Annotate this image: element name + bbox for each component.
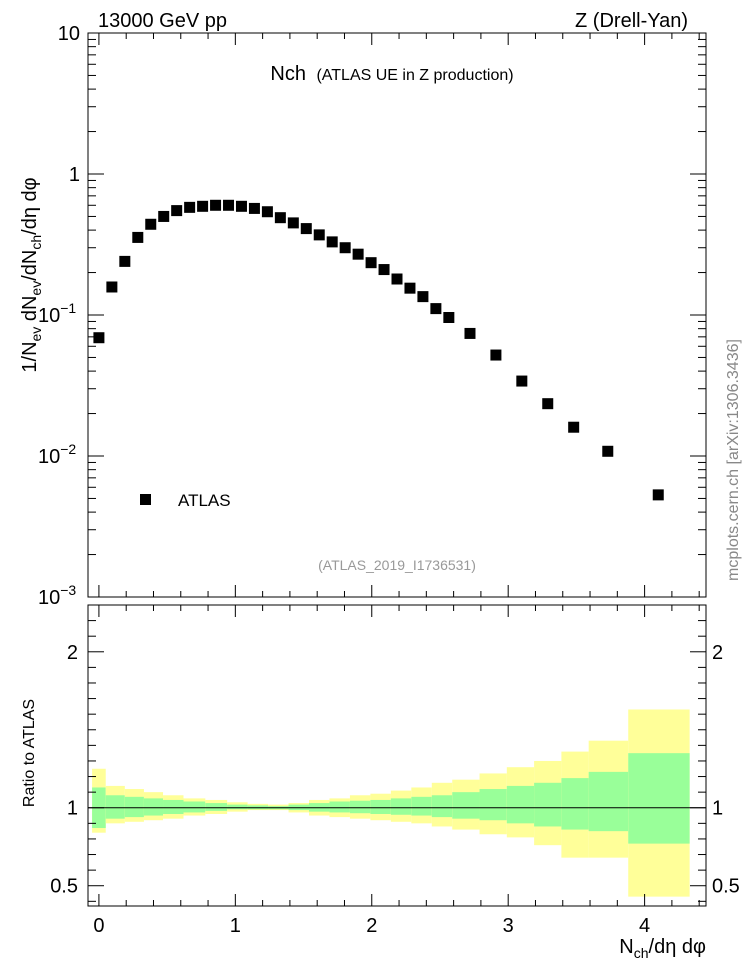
- axes: 0 1 2 3 4 10 1 10−1 10−2 10−3 2 2 1 1 0.5 0.5: [38, 23, 740, 937]
- data-point: [313, 229, 325, 241]
- ratio-band-inner: [124, 796, 144, 818]
- ratio-band-inner: [452, 792, 480, 819]
- data-point: [443, 311, 455, 323]
- data-point: [235, 200, 247, 212]
- x-tick-label: 0: [93, 915, 104, 937]
- tick-exponent: −2: [60, 441, 76, 457]
- ratio-band-inner: [506, 785, 535, 824]
- header-right-label: Z (Drell-Yan): [575, 10, 688, 32]
- data-point: [464, 327, 476, 339]
- ratio-band-inner: [390, 798, 412, 815]
- data-point: [132, 231, 144, 243]
- main-y-tick-label: 10−1: [38, 300, 76, 327]
- ratio-y-tick-label-left: 0.5: [50, 876, 78, 898]
- ratio-band-inner: [411, 796, 432, 816]
- plot-title: Nch (ATLAS UE in Z production): [270, 63, 513, 85]
- data-point: [210, 199, 222, 211]
- data-point: [602, 445, 614, 457]
- ratio-xlabel: Nch/dη dφ: [619, 936, 706, 961]
- ratio-y-tick-label-right: 1: [712, 798, 723, 820]
- x-tick-label: 4: [639, 915, 650, 937]
- data-point: [248, 202, 260, 214]
- data-point: [417, 291, 429, 303]
- ratio-y-tick-label-left: 1: [67, 798, 78, 820]
- data-point: [652, 489, 664, 501]
- main-y-tick-label: 10−2: [38, 441, 76, 468]
- data-point: [300, 223, 312, 235]
- ratio-band-inner: [205, 803, 228, 811]
- data-point: [490, 349, 502, 361]
- data-point: [274, 212, 286, 224]
- data-point: [261, 206, 273, 218]
- data-point: [339, 242, 351, 254]
- data-point: [145, 218, 157, 230]
- plot-title-sub: (ATLAS UE in Z production): [316, 67, 513, 84]
- x-tick-label: 2: [366, 915, 377, 937]
- data-point: [391, 273, 403, 285]
- data-point: [119, 255, 131, 267]
- ratio-y-tick-label-left: 2: [67, 642, 78, 664]
- ratio-y-tick-label-right: 0.5: [712, 876, 740, 898]
- legend: ATLAS: [140, 491, 231, 510]
- ratio-band-inner: [588, 771, 629, 832]
- ratio-frame: [87, 604, 707, 907]
- data-point: [404, 282, 416, 294]
- data-point: [516, 375, 528, 387]
- ratio-band-inner: [183, 801, 206, 813]
- ratio-band-inner: [329, 801, 350, 813]
- data-point: [171, 205, 183, 217]
- legend-marker: [140, 494, 151, 505]
- ratio-band-inner: [227, 804, 248, 810]
- side-watermark-label: mcplots.cern.ch [arXiv:1306.3436]: [725, 339, 742, 581]
- ratio-y-tick-label-right: 2: [712, 642, 723, 664]
- ratio-band-inner: [534, 782, 562, 827]
- plot-title-main: Nch: [270, 63, 306, 85]
- tick-exponent: −3: [60, 582, 76, 598]
- main-ylabel: 1/Nev dNev/dNch/dη dφ: [19, 177, 44, 372]
- data-point: [568, 421, 580, 433]
- ratio-band-inner: [143, 798, 164, 816]
- data-point: [223, 199, 235, 211]
- ratio-ylabel: Ratio to ATLAS: [21, 699, 38, 807]
- data-point: [326, 236, 338, 248]
- x-tick-label: 3: [503, 915, 514, 937]
- main-frame: [87, 32, 707, 598]
- data-point: [184, 201, 196, 213]
- x-tick-label: 1: [230, 915, 241, 937]
- data-point: [106, 281, 118, 293]
- ratio-band-inner: [370, 799, 391, 814]
- data-point: [378, 264, 390, 276]
- data-point: [197, 200, 209, 212]
- data-point: [287, 217, 299, 229]
- main-y-tick-label: 10−3: [38, 582, 76, 609]
- header-left-label: 13000 GeV pp: [98, 10, 227, 32]
- data-point: [542, 398, 554, 410]
- ratio-band-inner: [561, 778, 589, 830]
- legend-label: ATLAS: [178, 491, 231, 510]
- main-y-tick-label: 1: [69, 164, 80, 186]
- data-point: [158, 210, 170, 222]
- ratio-band-inner: [163, 799, 184, 814]
- data-point: [365, 257, 377, 269]
- tick-exponent: −1: [60, 300, 76, 316]
- data-point: [93, 332, 105, 344]
- ratio-band-inner: [628, 753, 690, 844]
- data-point: [430, 303, 442, 315]
- analysis-id-label: (ATLAS_2019_I1736531): [318, 557, 476, 573]
- data-point: [352, 248, 364, 260]
- ratio-bands: [92, 709, 690, 897]
- ratio-band-inner: [479, 789, 507, 821]
- ratio-band-inner: [349, 800, 371, 814]
- ratio-band-inner: [431, 795, 453, 818]
- main-y-tick-label: 10: [58, 23, 80, 45]
- ratio-band-inner: [105, 795, 125, 819]
- main-data-points: [93, 199, 664, 501]
